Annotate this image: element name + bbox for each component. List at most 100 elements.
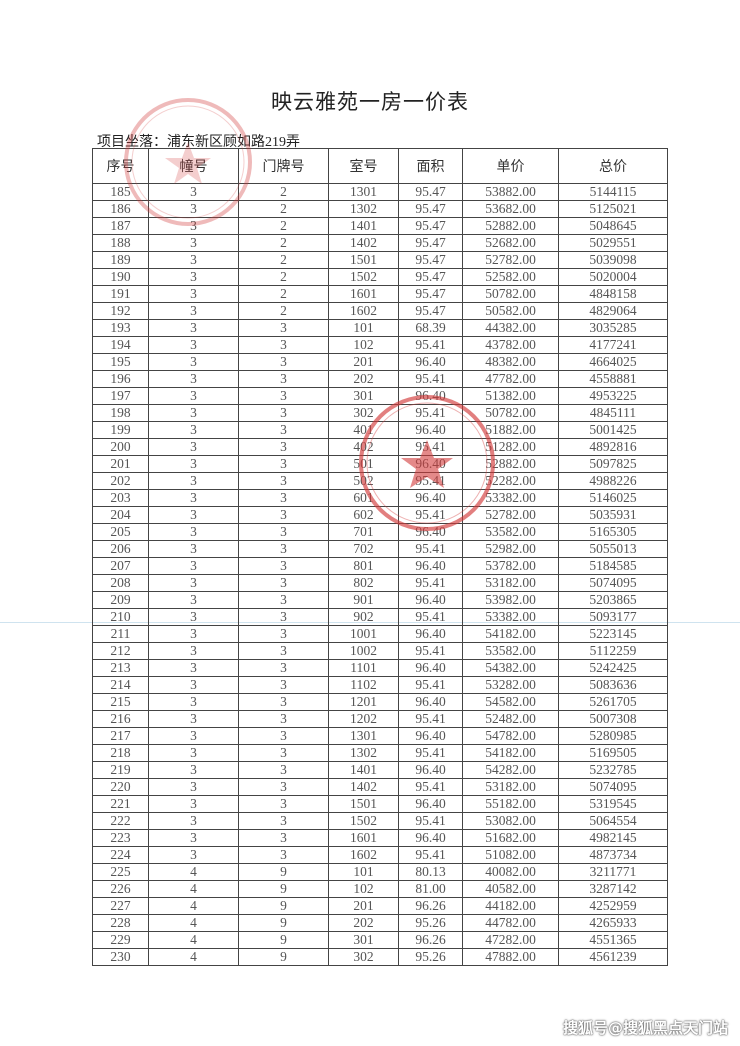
table-cell: 3 bbox=[238, 489, 329, 507]
table-cell: 5112259 bbox=[558, 642, 668, 660]
table-cell: 101 bbox=[328, 319, 399, 337]
table-cell: 702 bbox=[328, 540, 399, 558]
table-cell: 227 bbox=[92, 897, 149, 915]
table-cell: 5203865 bbox=[558, 591, 668, 609]
table-cell: 3 bbox=[238, 506, 329, 524]
table-cell: 52482.00 bbox=[462, 710, 559, 728]
table-cell: 3 bbox=[238, 659, 329, 677]
table-row: 193 3 3 101 68.39 44382.00 3035285 bbox=[92, 319, 668, 337]
table-cell: 207 bbox=[92, 557, 149, 575]
table-cell: 95.41 bbox=[398, 336, 463, 354]
table-cell: 52282.00 bbox=[462, 472, 559, 490]
table-row: 200 3 3 402 95.41 51282.00 4892816 bbox=[92, 438, 668, 456]
table-cell: 96.40 bbox=[398, 387, 463, 405]
table-cell: 3 bbox=[148, 744, 239, 762]
table-cell: 9 bbox=[238, 914, 329, 932]
table-cell: 1502 bbox=[328, 268, 399, 286]
table-cell: 229 bbox=[92, 931, 149, 949]
table-row: 206 3 3 702 95.41 52982.00 5055013 bbox=[92, 540, 668, 558]
table-cell: 4953225 bbox=[558, 387, 668, 405]
table-cell: 3 bbox=[238, 455, 329, 473]
table-cell: 195 bbox=[92, 353, 149, 371]
table-cell: 202 bbox=[92, 472, 149, 490]
table-cell: 53582.00 bbox=[462, 523, 559, 541]
table-cell: 95.41 bbox=[398, 642, 463, 660]
table-cell: 3 bbox=[148, 217, 239, 235]
table-cell: 3 bbox=[148, 438, 239, 456]
table-cell: 199 bbox=[92, 421, 149, 439]
table-cell: 218 bbox=[92, 744, 149, 762]
table-cell: 801 bbox=[328, 557, 399, 575]
table-cell: 95.41 bbox=[398, 472, 463, 490]
table-cell: 3 bbox=[238, 387, 329, 405]
table-cell: 3 bbox=[148, 778, 239, 796]
table-cell: 223 bbox=[92, 829, 149, 847]
table-cell: 95.47 bbox=[398, 268, 463, 286]
table-cell: 96.40 bbox=[398, 659, 463, 677]
table-cell: 50782.00 bbox=[462, 285, 559, 303]
table-cell: 52682.00 bbox=[462, 234, 559, 252]
table-cell: 1602 bbox=[328, 302, 399, 320]
table-cell: 95.41 bbox=[398, 778, 463, 796]
table-cell: 96.40 bbox=[398, 353, 463, 371]
table-cell: 1301 bbox=[328, 183, 399, 201]
table-cell: 2 bbox=[238, 234, 329, 252]
table-cell: 9 bbox=[238, 948, 329, 966]
table-cell: 4848158 bbox=[558, 285, 668, 303]
table-cell: 3 bbox=[238, 591, 329, 609]
table-row: 201 3 3 501 96.40 52882.00 5097825 bbox=[92, 455, 668, 473]
table-cell: 53982.00 bbox=[462, 591, 559, 609]
table-cell: 4845111 bbox=[558, 404, 668, 422]
table-cell: 54182.00 bbox=[462, 625, 559, 643]
table-cell: 95.47 bbox=[398, 217, 463, 235]
table-cell: 52782.00 bbox=[462, 251, 559, 269]
table-cell: 401 bbox=[328, 421, 399, 439]
table-cell: 96.40 bbox=[398, 795, 463, 813]
table-cell: 5029551 bbox=[558, 234, 668, 252]
table-cell: 3 bbox=[238, 421, 329, 439]
table-cell: 3 bbox=[238, 625, 329, 643]
table-cell: 3 bbox=[148, 183, 239, 201]
table-cell: 53082.00 bbox=[462, 812, 559, 830]
table-cell: 3 bbox=[148, 608, 239, 626]
table-cell: 3 bbox=[238, 336, 329, 354]
table-cell: 3 bbox=[148, 523, 239, 541]
table-cell: 96.40 bbox=[398, 829, 463, 847]
table-row: 194 3 3 102 95.41 43782.00 4177241 bbox=[92, 336, 668, 354]
table-cell: 47782.00 bbox=[462, 370, 559, 388]
table-cell: 201 bbox=[328, 353, 399, 371]
table-cell: 50582.00 bbox=[462, 302, 559, 320]
table-row: 205 3 3 701 96.40 53582.00 5165305 bbox=[92, 523, 668, 541]
table-cell: 2 bbox=[238, 302, 329, 320]
table-row: 226 4 9 102 81.00 40582.00 3287142 bbox=[92, 880, 668, 898]
table-cell: 4982145 bbox=[558, 829, 668, 847]
table-cell: 53882.00 bbox=[462, 183, 559, 201]
table-cell: 95.41 bbox=[398, 540, 463, 558]
table-cell: 3 bbox=[238, 370, 329, 388]
table-cell: 3 bbox=[148, 387, 239, 405]
table-cell: 3 bbox=[238, 353, 329, 371]
table-cell: 226 bbox=[92, 880, 149, 898]
table-cell: 4873734 bbox=[558, 846, 668, 864]
table-cell: 5064554 bbox=[558, 812, 668, 830]
table-cell: 5074095 bbox=[558, 778, 668, 796]
table-cell: 3 bbox=[148, 336, 239, 354]
table-cell: 3 bbox=[148, 353, 239, 371]
table-cell: 3 bbox=[238, 846, 329, 864]
table-row: 214 3 3 1102 95.41 53282.00 5083636 bbox=[92, 676, 668, 694]
table-cell: 96.40 bbox=[398, 591, 463, 609]
table-cell: 202 bbox=[328, 914, 399, 932]
table-cell: 5001425 bbox=[558, 421, 668, 439]
table-cell: 901 bbox=[328, 591, 399, 609]
table-cell: 47882.00 bbox=[462, 948, 559, 966]
table-cell: 203 bbox=[92, 489, 149, 507]
table-row: 221 3 3 1501 96.40 55182.00 5319545 bbox=[92, 795, 668, 813]
table-row: 225 4 9 101 80.13 40082.00 3211771 bbox=[92, 863, 668, 881]
table-cell: 2 bbox=[238, 285, 329, 303]
table-cell: 95.41 bbox=[398, 846, 463, 864]
table-cell: 3 bbox=[238, 761, 329, 779]
table-cell: 3 bbox=[148, 319, 239, 337]
table-cell: 3211771 bbox=[558, 863, 668, 881]
table-cell: 217 bbox=[92, 727, 149, 745]
table-cell: 95.26 bbox=[398, 914, 463, 932]
